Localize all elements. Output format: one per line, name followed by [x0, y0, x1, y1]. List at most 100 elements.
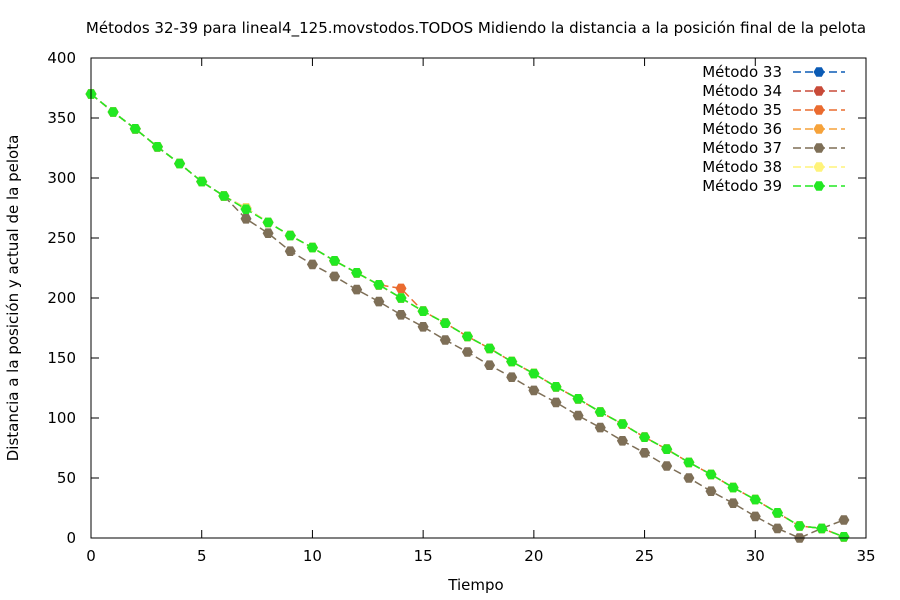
data-point	[528, 385, 540, 396]
data-point	[594, 407, 606, 417]
legend-label: Método 38	[702, 158, 782, 176]
data-point	[506, 356, 518, 367]
data-point	[395, 310, 407, 320]
legend-label: Método 39	[702, 177, 782, 195]
y-tick-label: 200	[47, 289, 76, 307]
data-point	[373, 296, 385, 307]
x-tick-label: 5	[197, 547, 207, 565]
x-tick-label: 30	[746, 547, 765, 565]
y-tick-label: 0	[66, 529, 76, 547]
legend-label: Método 36	[702, 120, 782, 138]
y-tick-label: 350	[47, 109, 76, 127]
data-point	[395, 293, 407, 303]
x-tick-label: 15	[414, 547, 433, 565]
legend-marker	[813, 86, 825, 96]
x-tick-label: 10	[303, 547, 322, 565]
x-tick-label: 20	[524, 547, 543, 565]
legend-marker	[813, 124, 825, 134]
data-point	[727, 498, 739, 508]
data-point	[550, 382, 562, 392]
data-point	[417, 306, 429, 316]
legend-marker	[813, 67, 825, 77]
data-point	[395, 283, 407, 294]
y-tick-label: 100	[47, 409, 76, 427]
legend-marker	[813, 143, 825, 153]
y-tick-label: 250	[47, 229, 76, 247]
data-point	[461, 347, 473, 357]
data-point	[351, 284, 363, 295]
data-point	[794, 521, 806, 531]
legend-marker	[813, 105, 825, 115]
x-axis-ticks: 0 5 10 15 20 25 30 35	[86, 58, 876, 565]
data-point	[262, 228, 274, 238]
data-point	[528, 368, 540, 379]
data-point	[616, 436, 628, 446]
data-point	[705, 469, 717, 480]
data-point	[151, 142, 163, 152]
data-point	[351, 268, 363, 278]
data-point	[484, 343, 496, 354]
data-point	[639, 432, 651, 442]
x-tick-label: 25	[635, 547, 654, 565]
data-point	[550, 397, 562, 408]
legend-marker	[813, 181, 825, 191]
data-point	[683, 473, 695, 483]
data-point	[506, 372, 518, 382]
data-point	[727, 482, 739, 493]
y-axis-ticks: 0 50 100 150 200 250 300 350 400	[47, 49, 866, 547]
data-point	[771, 508, 783, 518]
data-point	[771, 523, 783, 534]
data-point	[572, 410, 584, 421]
data-point	[417, 322, 429, 332]
data-point	[284, 230, 296, 241]
y-tick-label: 400	[47, 49, 76, 67]
data-point	[306, 242, 318, 253]
y-tick-label: 300	[47, 169, 76, 187]
chart-title: Métodos 32-39 para lineal4_125.movstodos…	[86, 19, 866, 38]
data-point	[594, 422, 606, 433]
data-point	[262, 217, 274, 228]
data-point	[572, 394, 584, 404]
plot-frame	[90, 57, 867, 539]
data-point	[439, 318, 451, 328]
data-point	[484, 360, 496, 370]
data-point	[306, 259, 318, 270]
data-point	[284, 246, 296, 256]
data-point	[661, 461, 673, 471]
data-point	[816, 523, 828, 534]
data-point	[616, 419, 628, 429]
data-point	[240, 214, 252, 224]
y-axis-title: Distancia a la posición y actual de la p…	[4, 135, 22, 462]
data-point	[129, 124, 141, 134]
data-point	[661, 444, 673, 454]
x-axis-title: Tiempo	[447, 576, 503, 594]
data-point	[683, 457, 695, 468]
x-tick-label: 35	[856, 547, 875, 565]
data-point	[329, 271, 341, 282]
data-point	[749, 494, 761, 505]
legend-label: Método 33	[702, 63, 782, 81]
data-point	[439, 335, 451, 345]
data-point	[838, 515, 850, 525]
data-point	[174, 158, 186, 169]
data-point	[107, 107, 119, 117]
data-point	[705, 486, 717, 496]
legend-label: Método 37	[702, 139, 782, 157]
data-point	[373, 280, 385, 290]
data-point	[196, 176, 208, 187]
data-point	[639, 448, 651, 458]
data-point	[461, 331, 473, 342]
data-point	[240, 204, 252, 214]
legend-label: Método 35	[702, 101, 782, 119]
y-tick-label: 150	[47, 349, 76, 367]
data-point	[329, 256, 341, 266]
data-point	[838, 532, 850, 542]
legend-label: Método 34	[702, 82, 782, 100]
series-m-todo-39	[85, 89, 850, 542]
data-point	[218, 191, 230, 201]
data-point	[749, 511, 761, 522]
x-tick-label: 0	[86, 547, 96, 565]
y-tick-label: 50	[57, 469, 76, 487]
